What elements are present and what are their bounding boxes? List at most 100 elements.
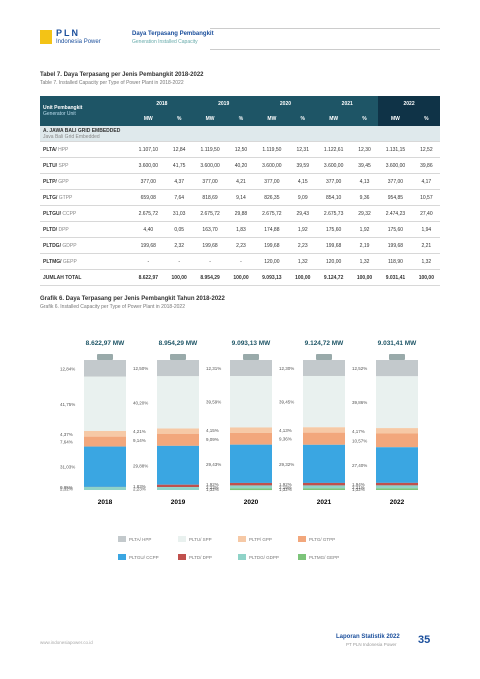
cell: 39,45 <box>350 157 379 174</box>
value-label: 39,59% <box>206 400 221 405</box>
plant-code: PLTD/ <box>43 226 58 233</box>
value-label: 0,05% <box>60 485 73 490</box>
cell: 1.119,50 <box>192 141 228 158</box>
cell: 175,60 <box>316 221 351 238</box>
row: PLTMG/ GEPP - - - -120,00 1,32 120,00 1,32 118,9… <box>40 253 440 270</box>
year-label: 2018 <box>98 499 113 506</box>
legend-label: PLTA/ HPP <box>129 537 151 542</box>
segment <box>303 375 345 428</box>
cell: 2.675,73 <box>316 205 351 222</box>
total-label: JUMLAH TOTAL <box>40 269 131 286</box>
plant-code: PLTG/ <box>43 194 58 201</box>
battery-cap <box>389 354 405 360</box>
segment <box>376 376 418 429</box>
cell: 4,13 <box>350 173 379 190</box>
plant-code: PLTGU/ <box>43 210 61 217</box>
cell: 120,00 <box>254 253 290 270</box>
cell: 199,68 <box>131 237 166 254</box>
value-label: 2,21% <box>352 485 365 490</box>
cell: 1,92 <box>350 221 379 238</box>
row: PLTD/ DPP 4,40 0,05 163,70 1,83 174,88 1,92 175… <box>40 221 440 238</box>
cell: 12,50 <box>227 141 255 158</box>
cell: 12,52 <box>412 141 440 158</box>
legend-swatch <box>118 554 126 560</box>
value-label: 12,52% <box>352 366 367 371</box>
cell: 27,40 <box>412 205 440 222</box>
row: PLTU/ SPP 3.600,00 41,75 3.600,00 40,20 3.600… <box>40 157 440 174</box>
value-label: 2,32% <box>60 486 73 491</box>
subheader: % <box>227 111 255 126</box>
table: Unit Pembangkit Generator Unit 2018 2019 202… <box>40 96 440 286</box>
value-label: 41,75% <box>60 402 75 407</box>
segment <box>157 428 199 434</box>
segment <box>230 482 272 486</box>
segment <box>376 428 418 434</box>
section-title: A. JAWA BALI GRID EMBEDDED <box>43 127 121 134</box>
total-cell: 100,00 <box>165 269 193 286</box>
cell: - <box>192 253 228 270</box>
cell: 854,10 <box>316 189 351 206</box>
legend-swatch <box>298 536 306 542</box>
plant-alias: CCPP <box>62 210 77 217</box>
segment <box>230 432 272 445</box>
value-label: 7,64% <box>60 440 73 445</box>
table-title: Tabel 7. Daya Terpasang per Jenis Pemban… <box>40 72 204 78</box>
cell: 12,30 <box>350 141 379 158</box>
year-header: 2018 <box>131 96 193 111</box>
total-cell: 100,00 <box>289 269 317 286</box>
cell: 29,32 <box>350 205 379 222</box>
year-header: 2021 <box>316 96 379 111</box>
legend-swatch <box>118 536 126 542</box>
year-label: 2019 <box>171 499 186 506</box>
row-label: PLTD/ DPP <box>40 221 131 238</box>
value-label: 4,15% <box>206 428 219 433</box>
legend-swatch <box>238 554 246 560</box>
legend-label: PLTGU/ CCPP <box>129 555 159 560</box>
row-label: PLTMG/ GEPP <box>40 253 131 270</box>
cell: - <box>165 253 193 270</box>
figure-title: Grafik 6. Daya Terpasang per Jenis Pemba… <box>40 296 225 302</box>
segment <box>84 376 126 431</box>
subheader: MW <box>131 111 166 126</box>
year-header: 2019 <box>192 96 255 111</box>
value-label: 4,17% <box>352 429 365 434</box>
segment <box>376 488 418 490</box>
subheader: % <box>165 111 193 126</box>
cell: 1,32 <box>289 253 317 270</box>
total-label: 8.954,29 MW <box>159 340 199 347</box>
value-label: 2,19% <box>279 485 292 490</box>
total-cell: 8.622,97 <box>131 269 166 286</box>
total-cell: 9.093,13 <box>254 269 290 286</box>
plant-alias: GPP <box>58 178 69 185</box>
plant-code: PLTU/ <box>43 162 58 169</box>
subheader: % <box>289 111 317 126</box>
segment <box>303 432 345 445</box>
footer-url: www.indonesiapower.co.id <box>40 640 93 645</box>
segment <box>230 376 272 428</box>
value-label: 1,32% <box>279 487 292 492</box>
subheader: MW <box>192 111 228 126</box>
row-label: PLTA/ HPP <box>40 141 131 158</box>
plant-alias: GEPP <box>62 258 77 265</box>
plant-code: PLTP/ <box>43 178 57 185</box>
header-title: Daya Terpasang Pembangkit <box>132 31 214 37</box>
value-label: 1,92% <box>206 482 219 487</box>
cell: 39,59 <box>289 157 317 174</box>
value-label: 12,31% <box>206 366 221 371</box>
cell: 377,00 <box>131 173 166 190</box>
cell: 826,35 <box>254 189 290 206</box>
cell: 7,64 <box>165 189 193 206</box>
segment <box>157 487 199 490</box>
cell: 29,43 <box>289 205 317 222</box>
cell: 1.107,10 <box>131 141 166 158</box>
cell: 174,88 <box>254 221 290 238</box>
plant-alias: HPP <box>58 146 69 153</box>
cell: 377,00 <box>378 173 413 190</box>
segment <box>230 427 272 433</box>
row-label: PLTDG/ GDPP <box>40 237 131 254</box>
value-label: 4,21% <box>133 429 146 434</box>
logo-icon <box>40 30 52 44</box>
value-label: 12,30% <box>279 366 294 371</box>
value-label: 4,37% <box>60 432 73 437</box>
battery-cap <box>243 354 259 360</box>
